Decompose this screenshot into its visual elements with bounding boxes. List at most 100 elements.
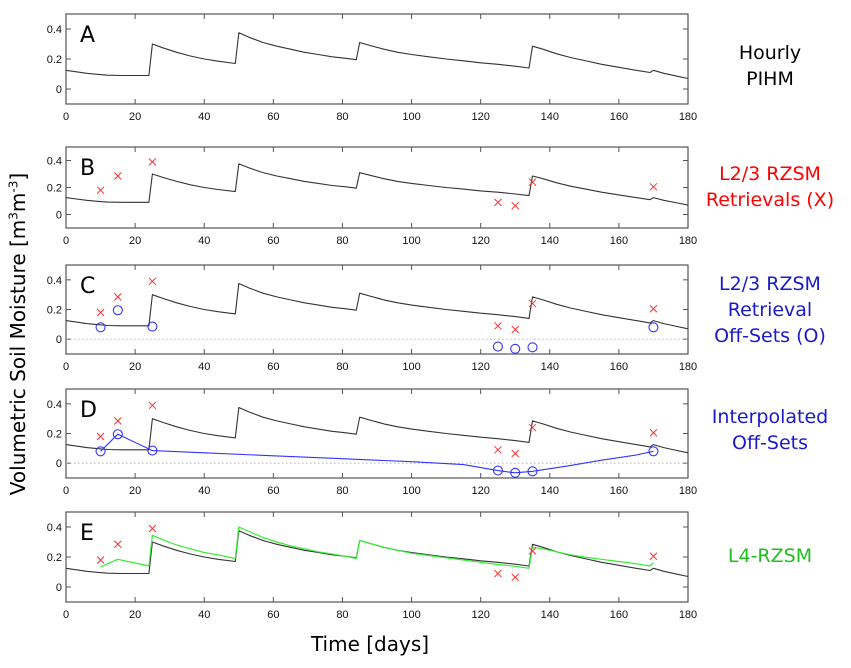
x-tick-label: 60 <box>267 609 279 621</box>
x-tick-label: 0 <box>63 235 69 247</box>
x-tick-label: 160 <box>610 609 628 621</box>
retrieval-x-marker <box>511 201 520 210</box>
y-tick-label: 0.4 <box>47 275 62 287</box>
offset-circle-marker <box>510 467 521 478</box>
x-tick-label: 40 <box>198 235 210 247</box>
retrieval-x-marker <box>649 182 658 191</box>
pihm-line <box>65 282 689 330</box>
x-tick-label: 160 <box>610 485 628 497</box>
panel-a: 0 20 40 60 80 100 120 140 160 180 0 0.2 0.4 A <box>47 13 697 123</box>
offset-circle-marker <box>648 322 659 333</box>
x-tick-label: 160 <box>610 111 628 123</box>
retrieval-x-marker <box>148 277 157 286</box>
x-tick-label: 80 <box>336 485 348 497</box>
panel-description-line: L2/3 RZSM <box>719 163 821 185</box>
x-tick-label: 80 <box>336 361 348 373</box>
panel-description-d: Interpolated Off-Sets <box>712 404 828 456</box>
axes-frame <box>65 13 689 105</box>
panel-description-line: Off-Sets (O) <box>714 325 826 347</box>
retrieval-x-marker <box>96 186 105 195</box>
pihm-line <box>65 32 689 80</box>
panel-description-line: Retrieval <box>727 299 813 321</box>
x-tick-label: 40 <box>198 485 210 497</box>
x-tick-label: 60 <box>267 485 279 497</box>
l4-rzsm-line <box>100 526 654 569</box>
offset-circle-marker <box>492 341 503 352</box>
x-tick-label: 100 <box>402 235 420 247</box>
offset-circle-marker <box>527 466 538 477</box>
x-tick-label: 0 <box>63 609 69 621</box>
panel-c: 0 20 40 60 80 100 120 140 160 180 0 0.2 0.4 C <box>47 264 697 373</box>
offset-circle-marker <box>112 305 123 316</box>
x-tick-label: 20 <box>129 111 141 123</box>
retrieval-x-stroke <box>528 299 537 308</box>
retrieval-x-marker <box>96 308 105 317</box>
panel-description-line: L4-RZSM <box>727 545 813 567</box>
x-tick-label: 180 <box>679 609 697 621</box>
offset-circle-marker <box>95 446 106 457</box>
retrieval-x-stroke <box>511 325 520 334</box>
retrieval-x-marker <box>113 293 122 301</box>
retrieval-x-marker <box>511 325 520 334</box>
retrieval-x-marker <box>528 547 537 555</box>
x-tick-label: 180 <box>679 235 697 247</box>
x-tick-label: 20 <box>129 485 141 497</box>
panel-description-line: Off-Sets <box>732 432 808 454</box>
retrieval-x-stroke <box>494 445 502 454</box>
panel-e: 0 20 40 60 80 100 120 140 160 180 0 0.2 0.4 E <box>47 511 697 621</box>
retrieval-x-stroke <box>96 186 105 195</box>
y-tick-label: 0.2 <box>47 305 62 317</box>
panel-b: 0 20 40 60 80 100 120 140 160 180 0 0.2 0.4 B <box>47 146 697 247</box>
retrieval-x-stroke <box>511 449 520 458</box>
axes-frame <box>65 264 689 355</box>
panel-description-line: Hourly <box>738 42 802 64</box>
x-tick-label: 60 <box>267 361 279 373</box>
retrieval-x-stroke <box>494 198 502 207</box>
panel-description-line: L2/3 RZSM <box>719 273 821 295</box>
panel-description-c: L2/3 RZSM Retrieval Off-Sets (O) <box>714 271 826 349</box>
y-tick-label: 0 <box>56 84 62 96</box>
panel-description-line: Retrievals (X) <box>705 189 835 211</box>
pihm-line <box>65 163 689 206</box>
retrieval-x-stroke <box>113 417 122 425</box>
x-tick-label: 120 <box>471 111 489 123</box>
offset-circle-marker <box>147 445 158 456</box>
x-tick-label: 80 <box>336 235 348 247</box>
panel-description-line: Interpolated <box>711 406 829 428</box>
retrieval-x-marker <box>511 449 520 458</box>
x-tick-label: 180 <box>679 485 697 497</box>
axes-frame <box>65 146 689 229</box>
x-tick-label: 20 <box>129 361 141 373</box>
panel-letter: D <box>80 398 97 423</box>
y-tick-label: 0.2 <box>47 54 62 66</box>
x-tick-label: 140 <box>541 485 559 497</box>
x-tick-label: 120 <box>471 609 489 621</box>
retrieval-x-marker <box>649 552 658 561</box>
axes-frame <box>65 511 689 603</box>
x-tick-label: 0 <box>63 485 69 497</box>
x-tick-label: 100 <box>402 361 420 373</box>
x-tick-label: 80 <box>336 609 348 621</box>
y-tick-label: 0.2 <box>47 429 62 441</box>
retrieval-x-marker <box>528 423 537 432</box>
x-tick-label: 180 <box>679 111 697 123</box>
x-tick-label: 160 <box>610 235 628 247</box>
x-tick-label: 140 <box>541 361 559 373</box>
retrieval-x-marker <box>113 540 122 549</box>
x-tick-label: 0 <box>63 361 69 373</box>
y-tick-label: 0 <box>56 334 62 346</box>
retrieval-x-stroke <box>528 178 537 186</box>
x-tick-label: 100 <box>402 485 420 497</box>
panel-letter: E <box>80 521 94 546</box>
retrieval-x-stroke <box>494 321 502 330</box>
retrieval-x-stroke <box>494 569 502 578</box>
retrieval-x-stroke <box>649 428 658 437</box>
y-tick-label: 0.4 <box>47 522 62 534</box>
retrieval-x-marker <box>649 428 658 437</box>
x-tick-label: 140 <box>541 111 559 123</box>
retrieval-x-marker <box>528 178 537 186</box>
x-tick-label: 20 <box>129 235 141 247</box>
retrieval-x-marker <box>511 573 520 582</box>
retrieval-x-stroke <box>148 401 157 410</box>
panel-description-b: L2/3 RZSM Retrievals (X) <box>706 161 834 213</box>
